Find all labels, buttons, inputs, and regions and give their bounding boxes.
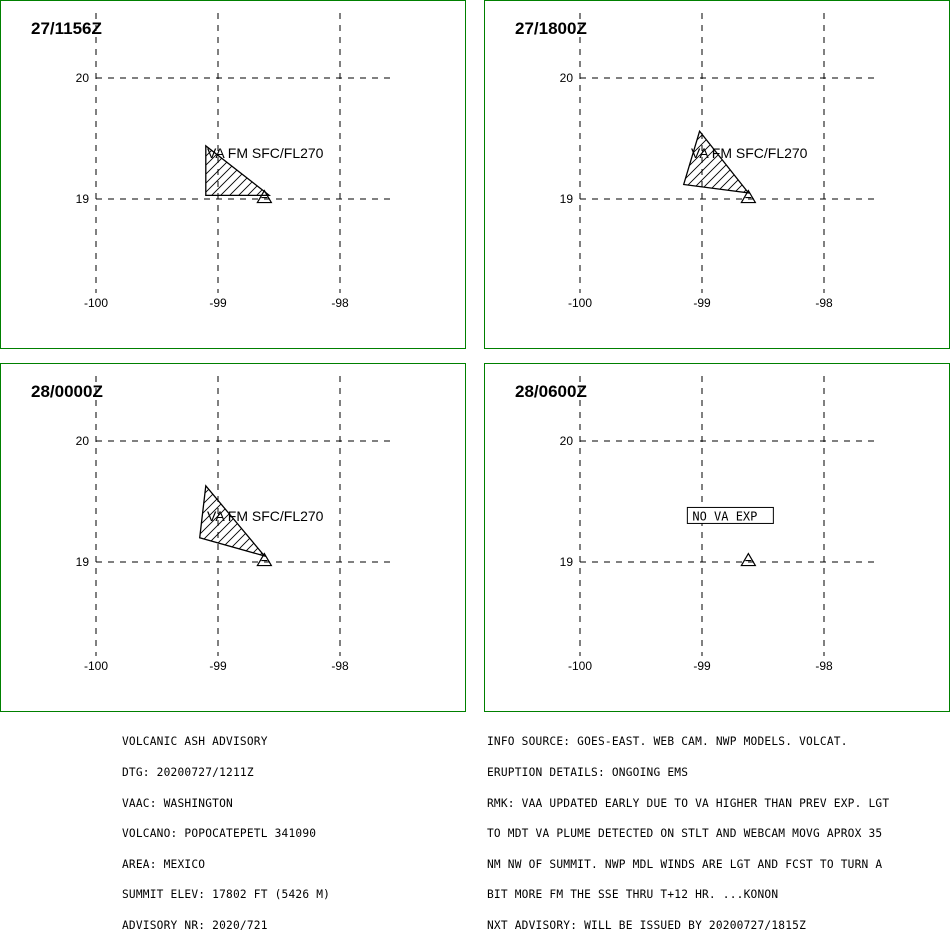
advisory-line: AREA: MEXICO	[122, 857, 206, 871]
forecast-panel-4: 28/0600Z 20 19 -100 -99 -98 NO VA EXP	[484, 363, 950, 712]
lat-label: 19	[560, 555, 574, 569]
volcano-icon	[740, 552, 757, 567]
lon-label: -100	[84, 659, 108, 673]
ash-map: 20 19 -100 -99 -98 VA FM SFC/FL270	[76, 13, 393, 310]
advisory-line: VOLCANIC ASH ADVISORY	[122, 735, 268, 749]
lat-label: 19	[76, 555, 90, 569]
advisory-header: VOLCANIC ASH ADVISORY DTG: 20200727/1211…	[122, 717, 330, 941]
no-va-box	[686, 506, 774, 524]
lon-label: -99	[209, 659, 227, 673]
volcano-icon	[740, 189, 757, 204]
forecast-label: VA FM SFC/FL270	[207, 508, 324, 524]
lon-label: -98	[331, 296, 349, 310]
panel-time: 27/1800Z	[515, 19, 587, 38]
ash-polygon	[205, 144, 272, 197]
lon-label: -99	[693, 296, 711, 310]
advisory-line: SUMMIT ELEV: 17802 FT (5426 M)	[122, 888, 331, 902]
advisory-line: VAAC: WASHINGTON	[122, 796, 233, 810]
ash-map: 20 19 -100 -99 -98 VA FM SFC/FL270	[560, 13, 877, 310]
forecast-panel-1: 27/1156Z 20 19 -100 -99 -98 VA FM SFC/FL270	[0, 0, 466, 349]
advisory-line: DTG: 20200727/1211Z	[122, 766, 254, 780]
lon-label: -100	[84, 296, 108, 310]
advisory-line: ERUPTION DETAILS: ONGOING EMS	[487, 766, 689, 780]
advisory-line: BIT MORE FM THE SSE THRU T+12 HR. ...KON…	[487, 888, 779, 902]
ash-polygon	[682, 129, 750, 194]
lat-label: 19	[560, 192, 574, 206]
advisory-line: ADVISORY NR: 2020/721	[122, 919, 268, 933]
panel-time: 28/0600Z	[515, 382, 587, 401]
advisory-line: INFO SOURCE: GOES-EAST. WEB CAM. NWP MOD…	[487, 735, 848, 749]
lon-label: -98	[815, 296, 833, 310]
advisory-line: RMK: VAA UPDATED EARLY DUE TO VA HIGHER …	[487, 796, 890, 810]
forecast-label: VA FM SFC/FL270	[691, 145, 808, 161]
panel-time: 28/0000Z	[31, 382, 103, 401]
advisory-remarks: INFO SOURCE: GOES-EAST. WEB CAM. NWP MOD…	[487, 717, 889, 941]
lat-label: 20	[76, 434, 90, 448]
volcano-icon	[256, 189, 273, 204]
volcano-icon	[256, 552, 273, 567]
advisory-line: NXT ADVISORY: WILL BE ISSUED BY 20200727…	[487, 919, 807, 933]
advisory-line: VOLCANO: POPOCATEPETL 341090	[122, 827, 317, 841]
panel-time: 27/1156Z	[31, 19, 102, 38]
lon-label: -100	[568, 296, 592, 310]
lon-label: -99	[209, 296, 227, 310]
lat-label: 20	[76, 71, 90, 85]
ash-map: 20 19 -100 -99 -98 VA FM SFC/FL270	[76, 376, 393, 673]
forecast-panel-2: 27/1800Z 20 19 -100 -99 -98 VA FM SFC/FL270	[484, 0, 950, 349]
ash-polygon	[198, 484, 267, 558]
lon-label: -99	[693, 659, 711, 673]
advisory-line: NM NW OF SUMMIT. NWP MDL WINDS ARE LGT A…	[487, 857, 883, 871]
lat-label: 19	[76, 192, 90, 206]
lat-label: 20	[560, 71, 574, 85]
lon-label: -100	[568, 659, 592, 673]
lat-label: 20	[560, 434, 574, 448]
forecast-label: VA FM SFC/FL270	[207, 145, 324, 161]
ash-map: 20 19 -100 -99 -98 NO VA EXP	[560, 376, 877, 673]
forecast-label: NO VA EXP	[692, 509, 757, 523]
advisory-line: TO MDT VA PLUME DETECTED ON STLT AND WEB…	[487, 827, 883, 841]
lon-label: -98	[331, 659, 349, 673]
lon-label: -98	[815, 659, 833, 673]
forecast-panel-3: 28/0000Z 20 19 -100 -99 -98 VA FM SFC/FL270	[0, 363, 466, 712]
